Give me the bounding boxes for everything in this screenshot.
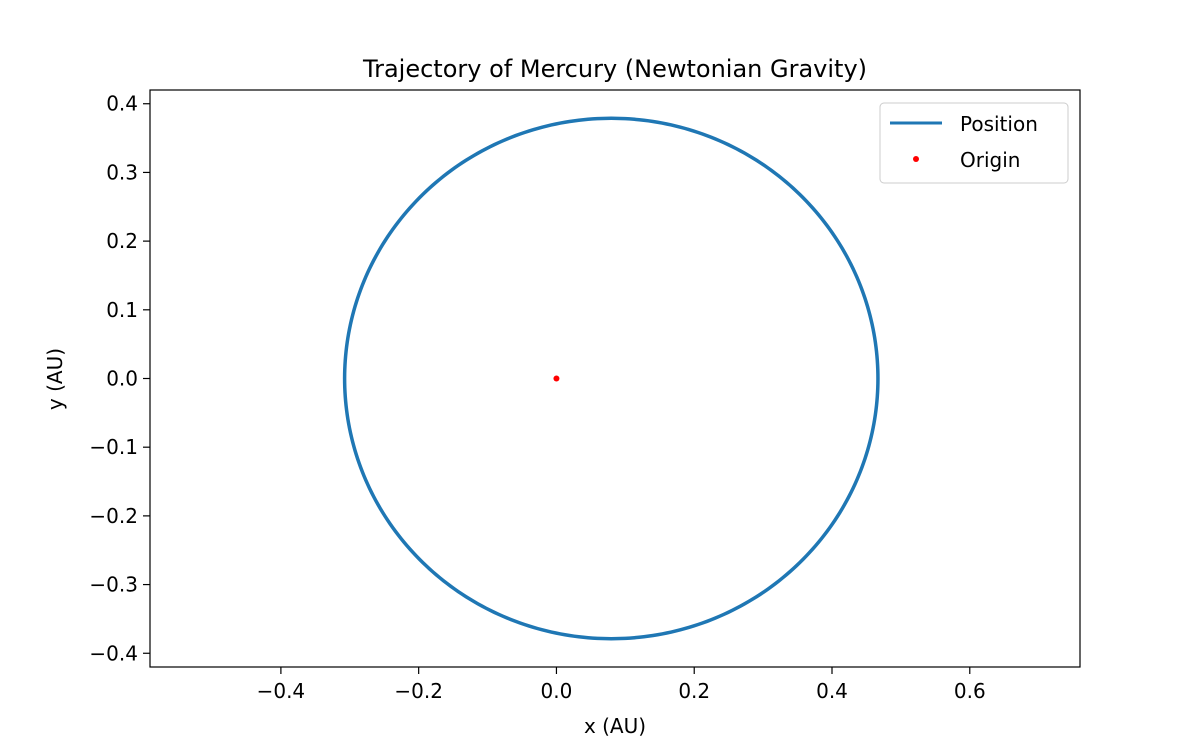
axis-ticks: −0.4 −0.2 0.0 0.2 0.4 0.6 −0.4 −0.3 −0.2 −0.1 0.0 0… — [89, 92, 985, 703]
y-tick-label: −0.4 — [89, 641, 138, 665]
y-tick-label: 0.0 — [106, 367, 138, 391]
axes-frame — [149, 89, 1081, 668]
y-tick-label: −0.3 — [89, 573, 138, 597]
x-tick-label: 0.4 — [816, 679, 848, 703]
x-tick-label: 0.6 — [954, 679, 986, 703]
legend: Position Origin — [879, 102, 1069, 184]
y-tick-label: 0.4 — [106, 92, 138, 116]
x-tick-label: −0.2 — [394, 679, 443, 703]
legend-origin-label: Origin — [960, 148, 1020, 172]
y-axis-label: y (AU) — [43, 348, 67, 410]
y-tick-label: 0.2 — [106, 229, 138, 253]
y-tick-label: 0.1 — [106, 298, 138, 322]
x-tick-label: −0.4 — [257, 679, 306, 703]
chart-title: Trajectory of Mercury (Newtonian Gravity… — [362, 55, 867, 83]
x-axis-label: x (AU) — [584, 714, 646, 738]
x-tick-label: 0.0 — [541, 679, 573, 703]
origin-point — [553, 375, 560, 382]
legend-position-label: Position — [960, 112, 1038, 136]
legend-origin-swatch — [913, 156, 919, 162]
orbit-line — [342, 116, 880, 641]
y-tick-label: −0.2 — [89, 504, 138, 528]
plot-area — [342, 116, 880, 641]
y-tick-label: −0.1 — [89, 435, 138, 459]
x-tick-label: 0.2 — [678, 679, 710, 703]
y-tick-label: 0.3 — [106, 160, 138, 184]
